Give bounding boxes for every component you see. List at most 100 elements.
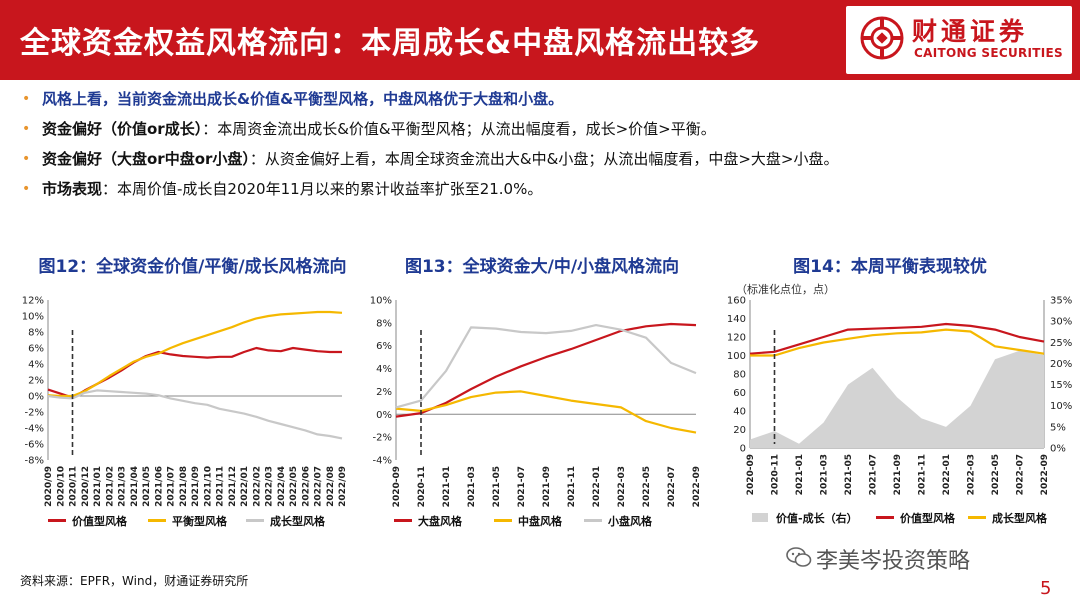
series-line xyxy=(750,328,1045,357)
bullet-text: 风格上看，当前资金流出成长&价值&平衡型风格，中盘风格优于大盘和小盘。 xyxy=(42,90,564,108)
x-tick-label: 2021/01 xyxy=(93,466,103,507)
x-tick-label: 2021/09 xyxy=(191,466,201,507)
caitong-logo: 财通证券 CAITONG SECURITIES xyxy=(846,6,1072,74)
x-tick-label: 2021/12 xyxy=(228,466,238,507)
y-tick-label: 6% xyxy=(376,341,392,352)
legend-swatch xyxy=(394,519,412,522)
x-tick-label: 2021-07 xyxy=(869,454,879,495)
x-tick-label: 2022-03 xyxy=(967,454,977,495)
x-tick-label: 2021/03 xyxy=(118,466,128,507)
y-tick-label: 40 xyxy=(733,407,746,418)
y-tick-label: 10% xyxy=(370,296,392,307)
y2-tick-label: 0% xyxy=(1050,444,1066,455)
x-tick-label: 2022-07 xyxy=(1016,454,1026,495)
x-tick-label: 2022-09 xyxy=(1040,454,1050,495)
y-tick-label: 6% xyxy=(28,344,44,355)
x-tick-label: 2020-11 xyxy=(771,454,781,495)
y-tick-label: 0% xyxy=(376,410,392,421)
series-line xyxy=(395,323,697,409)
chart-14-unit-note: （标准化点位，点） xyxy=(736,283,835,296)
x-tick-label: 2021/07 xyxy=(167,466,177,507)
y-tick-label: -2% xyxy=(373,433,392,444)
watermark: 李美岑投资策略 xyxy=(816,549,971,574)
x-tick-label: 2020-09 xyxy=(392,466,402,507)
x-tick-label: 2021-01 xyxy=(442,466,452,507)
y2-tick-label: 20% xyxy=(1050,359,1072,370)
x-tick-label: 2021/05 xyxy=(142,466,152,507)
legend-swatch xyxy=(246,519,264,522)
y-tick-label: 60 xyxy=(733,388,746,399)
x-tick-label: 2020/09 xyxy=(44,466,54,507)
y-tick-label: 100 xyxy=(727,351,746,362)
x-tick-label: 2020-11 xyxy=(417,466,427,507)
legend-swatch xyxy=(752,513,768,522)
legend-label: 大盘风格 xyxy=(418,515,462,528)
chart-14-title: 图14：本周平衡表现较优 xyxy=(793,257,987,277)
series-line xyxy=(47,389,343,440)
x-tick-label: 2020/11 xyxy=(69,466,79,507)
legend-label: 价值-成长（右） xyxy=(776,512,858,525)
bullet-item: • 市场表现：本周价值-成长自2020年11月以来的累计收益率扩张至21.0%。 xyxy=(20,174,1060,204)
x-tick-label: 2021-11 xyxy=(567,466,577,507)
x-tick-label: 2022-05 xyxy=(991,454,1001,495)
legend-swatch xyxy=(968,516,986,519)
x-tick-label: 2022/08 xyxy=(326,466,336,507)
y-tick-label: -4% xyxy=(25,424,44,435)
page-number: 5 xyxy=(1040,578,1052,599)
bullet-dot-icon: • xyxy=(22,91,31,107)
chart-13-title: 图13：全球资金大/中/小盘风格流向 xyxy=(404,257,680,277)
y2-tick-label: 15% xyxy=(1050,380,1072,391)
x-tick-label: 2020/10 xyxy=(56,466,66,507)
y-tick-label: -4% xyxy=(373,456,392,467)
series-line xyxy=(395,390,697,434)
y-tick-label: 8% xyxy=(28,328,44,339)
x-tick-label: 2022/04 xyxy=(277,466,287,507)
series-line xyxy=(47,346,342,399)
x-tick-label: 2022-07 xyxy=(667,466,677,507)
bullet-text: ：本周资金流出成长&价值&平衡型风格；从流出幅度看，成长>价值>平衡。 xyxy=(202,120,716,138)
x-tick-label: 2021-07 xyxy=(517,466,527,507)
bullet-label: 资金偏好（大盘or中盘or小盘） xyxy=(42,150,250,168)
legend-swatch xyxy=(584,519,602,522)
bullet-text: ：本周价值-成长自2020年11月以来的累计收益率扩张至21.0%。 xyxy=(102,180,543,198)
bullet-text: ：从资金偏好上看，本周全球资金流出大&中&小盘；从流出幅度看，中盘>大盘>小盘。 xyxy=(249,150,839,168)
logo-text-cn: 财通证券 xyxy=(912,17,1029,46)
y-tick-label: 140 xyxy=(727,314,746,325)
chart-12-legend: 价值型风格 平衡型风格 成长型风格 xyxy=(48,513,348,529)
y-tick-label: 120 xyxy=(727,333,746,344)
summary-bullets: • 风格上看，当前资金流出成长&价值&平衡型风格，中盘风格优于大盘和小盘。 • … xyxy=(20,84,1060,204)
y-tick-label: 8% xyxy=(376,318,392,329)
legend-label: 平衡型风格 xyxy=(172,515,227,528)
y2-tick-label: 25% xyxy=(1050,338,1072,349)
x-tick-label: 2022/03 xyxy=(265,466,275,507)
chart-12-title: 图12：全球资金价值/平衡/成长风格流向 xyxy=(38,257,347,277)
series-area xyxy=(750,350,1044,448)
series-line xyxy=(47,310,343,398)
x-tick-label: 2021-09 xyxy=(542,466,552,507)
y-tick-label: 4% xyxy=(28,360,44,371)
legend-label: 成长型风格 xyxy=(270,515,325,528)
legend-label: 价值型风格 xyxy=(900,512,955,525)
y2-tick-label: 5% xyxy=(1050,422,1066,433)
x-tick-label: 2021-01 xyxy=(795,454,805,495)
legend-swatch xyxy=(148,519,166,522)
y2-tick-label: 10% xyxy=(1050,401,1072,412)
source-note: 资料来源：EPFR，Wind，财通证券研究所 xyxy=(20,574,249,588)
chart-13: -4% -2% 0% 2% 4% 6% 8% 10% 2020-09 2020-11 2021-01… xyxy=(370,296,702,508)
bullet-dot-icon: • xyxy=(22,121,31,137)
y-tick-label: 80 xyxy=(733,370,746,381)
y2-tick-label: 35% xyxy=(1050,296,1072,307)
y-tick-label: -6% xyxy=(25,440,44,451)
legend-label: 中盘风格 xyxy=(518,515,562,528)
bullet-item: • 风格上看，当前资金流出成长&价值&平衡型风格，中盘风格优于大盘和小盘。 xyxy=(20,84,1060,114)
x-tick-label: 2021/10 xyxy=(203,466,213,507)
chart-13-legend: 大盘风格 中盘风格 小盘风格 xyxy=(394,513,694,529)
y-tick-label: 2% xyxy=(376,387,392,398)
x-tick-label: 2021/04 xyxy=(130,466,140,507)
x-tick-label: 2021/11 xyxy=(216,466,226,507)
y-tick-label: 0% xyxy=(28,392,44,403)
x-tick-label: 2022/07 xyxy=(314,466,324,507)
x-tick-label: 2021-03 xyxy=(467,466,477,507)
y-tick-label: 10% xyxy=(22,312,44,323)
x-tick-label: 2021-09 xyxy=(893,454,903,495)
